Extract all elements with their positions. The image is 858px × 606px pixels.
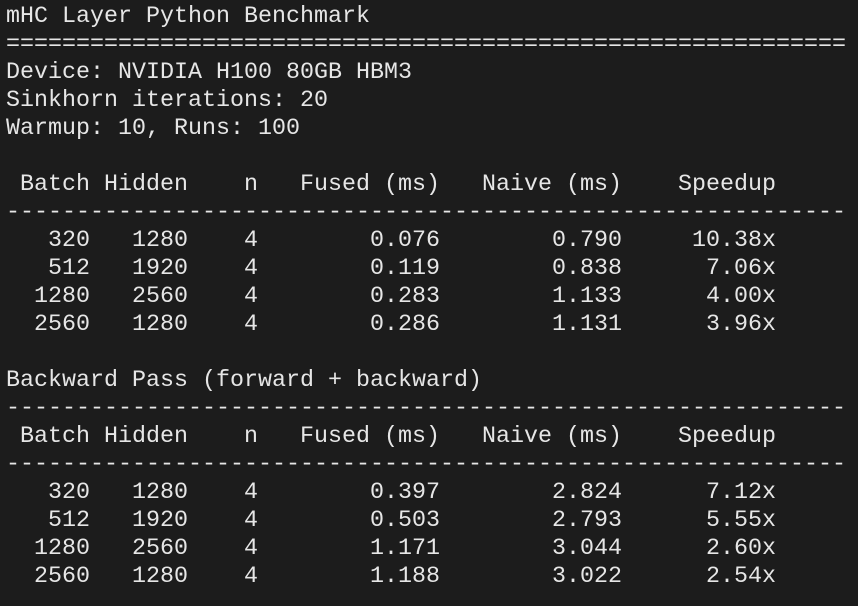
table-cell: 512 bbox=[48, 256, 90, 282]
table-cell: 2560 bbox=[132, 284, 188, 310]
column-header: Fused (ms) bbox=[300, 424, 440, 450]
table-cell: 1280 bbox=[132, 564, 188, 590]
table-cell: 4 bbox=[244, 284, 258, 310]
table-cell: 1280 bbox=[132, 228, 188, 254]
table-cell: 0.286 bbox=[370, 312, 440, 338]
table-cell: 2560 bbox=[34, 564, 90, 590]
table-cell: 0.503 bbox=[370, 508, 440, 534]
table-cell: 1920 bbox=[132, 508, 188, 534]
table-cell: 1280 bbox=[132, 480, 188, 506]
table-cell: 0.076 bbox=[370, 228, 440, 254]
rule: ----------------------------------------… bbox=[6, 200, 846, 226]
table-cell: 0.790 bbox=[552, 228, 622, 254]
table-cell: 2560 bbox=[132, 536, 188, 562]
table-cell: 4 bbox=[244, 228, 258, 254]
table-cell: 1.171 bbox=[370, 536, 440, 562]
table-cell: 7.12x bbox=[706, 480, 776, 506]
table-cell: 1280 bbox=[34, 536, 90, 562]
info-line: Device: NVIDIA H100 80GB HBM3 bbox=[6, 60, 412, 86]
info-line: Warmup: 10, Runs: 100 bbox=[6, 116, 300, 142]
table-cell: 4 bbox=[244, 564, 258, 590]
column-header: n bbox=[244, 172, 258, 198]
table-cell: 2560 bbox=[34, 312, 90, 338]
table-cell: 2.60x bbox=[706, 536, 776, 562]
column-header: Batch bbox=[20, 172, 90, 198]
column-header: Naive (ms) bbox=[482, 172, 622, 198]
rule: ========================================… bbox=[6, 32, 846, 58]
section-title: Backward Pass (forward + backward) bbox=[6, 368, 482, 394]
column-header: Hidden bbox=[104, 424, 188, 450]
table-cell: 10.38x bbox=[692, 228, 776, 254]
column-header: Batch bbox=[20, 424, 90, 450]
column-header: Hidden bbox=[104, 172, 188, 198]
table-cell: 1280 bbox=[132, 312, 188, 338]
table-cell: 2.54x bbox=[706, 564, 776, 590]
table-cell: 4.00x bbox=[706, 284, 776, 310]
table-cell: 0.283 bbox=[370, 284, 440, 310]
table-cell: 3.044 bbox=[552, 536, 622, 562]
table-cell: 4 bbox=[244, 480, 258, 506]
column-header: Fused (ms) bbox=[300, 172, 440, 198]
table-cell: 4 bbox=[244, 256, 258, 282]
table-cell: 2.793 bbox=[552, 508, 622, 534]
table-cell: 320 bbox=[48, 480, 90, 506]
table-cell: 3.022 bbox=[552, 564, 622, 590]
rule: ----------------------------------------… bbox=[6, 396, 846, 422]
table-cell: 1.131 bbox=[552, 312, 622, 338]
table-cell: 4 bbox=[244, 312, 258, 338]
table-cell: 0.838 bbox=[552, 256, 622, 282]
table-cell: 2.824 bbox=[552, 480, 622, 506]
rule: ----------------------------------------… bbox=[6, 452, 846, 478]
table-cell: 512 bbox=[48, 508, 90, 534]
column-header: Speedup bbox=[678, 424, 776, 450]
table-cell: 0.397 bbox=[370, 480, 440, 506]
table-cell: 7.06x bbox=[706, 256, 776, 282]
table-cell: 3.96x bbox=[706, 312, 776, 338]
table-cell: 1.133 bbox=[552, 284, 622, 310]
column-header: n bbox=[244, 424, 258, 450]
table-cell: 5.55x bbox=[706, 508, 776, 534]
title: mHC Layer Python Benchmark bbox=[6, 4, 370, 30]
info-line: Sinkhorn iterations: 20 bbox=[6, 88, 328, 114]
column-header: Naive (ms) bbox=[482, 424, 622, 450]
table-cell: 1.188 bbox=[370, 564, 440, 590]
table-cell: 320 bbox=[48, 228, 90, 254]
table-cell: 1920 bbox=[132, 256, 188, 282]
table-cell: 4 bbox=[244, 536, 258, 562]
table-cell: 4 bbox=[244, 508, 258, 534]
table-cell: 1280 bbox=[34, 284, 90, 310]
column-header: Speedup bbox=[678, 172, 776, 198]
table-cell: 0.119 bbox=[370, 256, 440, 282]
